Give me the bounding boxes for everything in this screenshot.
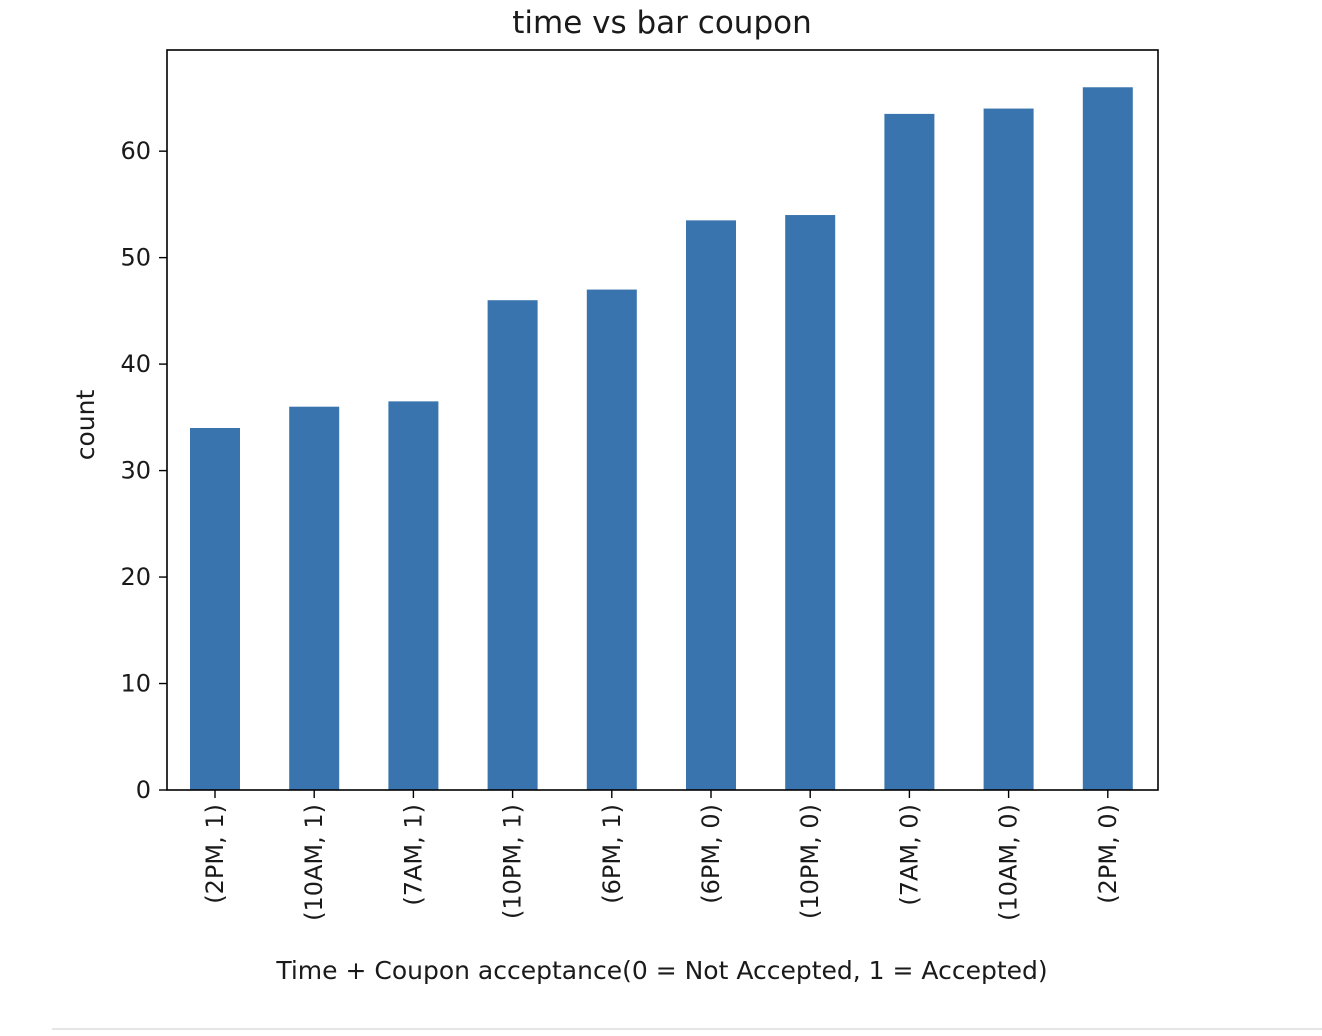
x-tick-label: (6PM, 1) (598, 804, 626, 904)
x-tick-label: (2PM, 0) (1094, 804, 1122, 904)
y-tick-label: 50 (120, 244, 151, 272)
bar-2 (388, 401, 439, 790)
y-tick-label: 60 (120, 137, 151, 165)
chart-title: time vs bar coupon (512, 5, 811, 41)
x-axis: (2PM, 1) (10AM, 1) (7AM, 1) (10PM, 1) (6PM, … (201, 790, 1122, 921)
bars-layer (190, 87, 1133, 791)
bar-1 (289, 406, 340, 790)
bar-8 (983, 108, 1034, 790)
y-tick-label: 40 (120, 350, 151, 378)
x-tick-label: (7AM, 1) (399, 804, 427, 906)
y-tick-label: 30 (120, 457, 151, 485)
x-tick-label: (10PM, 0) (796, 804, 824, 919)
x-tick-label: (10PM, 1) (499, 804, 527, 919)
x-tick-label: (10AM, 1) (300, 804, 328, 921)
x-tick-label: (6PM, 0) (697, 804, 725, 904)
x-tick-label: (10AM, 0) (995, 804, 1023, 921)
bar-5 (686, 220, 736, 790)
bar-9 (1082, 87, 1133, 791)
bar-4 (586, 289, 637, 790)
bar-0 (190, 427, 240, 790)
y-axis: 0 10 20 30 40 50 60 (120, 137, 167, 804)
bar-6 (785, 215, 836, 791)
x-axis-label: Time + Coupon acceptance(0 = Not Accepte… (275, 956, 1047, 985)
x-tick-label: (2PM, 1) (201, 804, 229, 904)
bar-7 (884, 113, 935, 791)
y-tick-label: 20 (120, 563, 151, 591)
x-tick-label: (7AM, 0) (895, 804, 923, 906)
plot-frame (166, 49, 1159, 791)
bar-3 (487, 300, 538, 790)
cell-divider (52, 1028, 1322, 1030)
y-axis-label: count (71, 390, 100, 461)
y-tick-label: 0 (136, 776, 151, 804)
y-tick-label: 10 (120, 670, 151, 698)
